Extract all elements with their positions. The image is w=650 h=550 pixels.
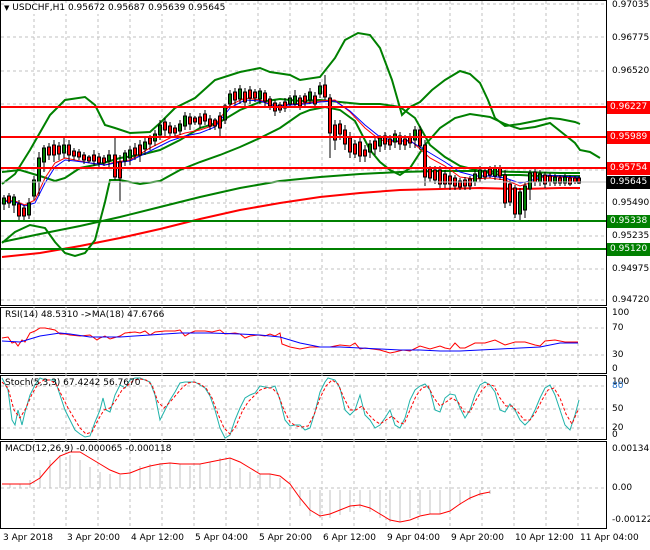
time-axis-label: 3 Apr 20:00 <box>67 533 120 543</box>
symbol-header: ▼ USDCHF,H1 0.95672 0.95687 0.95639 0.95… <box>4 3 228 14</box>
time-axis-label: 11 Apr 04:00 <box>580 533 639 543</box>
rsi-ma-line <box>1 332 578 352</box>
macd-axis-label: 0.00 <box>612 483 633 493</box>
stoch-main-line <box>1 377 580 439</box>
price-axis-label: 0.96775 <box>612 33 650 43</box>
level-tag-095989: 0.95989 <box>607 131 650 144</box>
macd-title: MACD(12,26,9) -0.000065 -0.000118 <box>5 444 172 454</box>
price-axis-label: 0.96520 <box>612 66 650 76</box>
stoch-axis-label: 50 <box>612 404 624 414</box>
macd-signal-line <box>2 451 491 523</box>
pane-frames <box>0 0 607 529</box>
rsi-axis-label: 30 <box>612 350 624 360</box>
price-levels <box>1 106 606 250</box>
time-axis-label: 10 Apr 12:00 <box>515 533 574 543</box>
rsi-axis-label: 0 <box>612 364 618 374</box>
price-axis-label: 0.95490 <box>612 198 650 208</box>
time-axis-label: 3 Apr 2018 <box>3 533 53 543</box>
stoch-axis-label: 80 <box>612 381 624 391</box>
ma-long-red-line <box>1 186 580 258</box>
bollinger-upper-line <box>1 31 581 185</box>
macd-axis-label: 0.001341 <box>612 444 650 454</box>
time-axis-label: 4 Apr 12:00 <box>131 533 184 543</box>
stoch-signal-line <box>1 378 579 435</box>
stoch-title: Stoch(5,3,3) 67.4242 56.7670 <box>5 378 141 388</box>
level-tag-095338: 0.95338 <box>607 215 650 228</box>
rsi-axis-label: 100 <box>612 308 630 318</box>
stoch-axis-label: 20 <box>612 423 624 433</box>
level-tag-095754: 0.95754 <box>607 162 650 175</box>
symbol-header-text: USDCHF,H1 0.95672 0.95687 0.95639 0.9564… <box>12 3 226 13</box>
rsi-axis-label: 70 <box>612 323 624 333</box>
bollinger-lower-line <box>1 105 601 258</box>
time-axis-label: 6 Apr 12:00 <box>323 533 376 543</box>
price-axis-label: 0.97035 <box>612 0 650 10</box>
time-axis-label: 9 Apr 04:00 <box>387 533 440 543</box>
level-tag-096227: 0.96227 <box>607 101 650 114</box>
triangle-down-icon[interactable]: ▼ <box>4 4 10 12</box>
price-axis-label: 0.94975 <box>612 264 650 274</box>
rsi-title: RSI(14) 48.5310 ->MA(18) 47.6766 <box>5 310 165 320</box>
time-axis-label: 5 Apr 20:00 <box>259 533 312 543</box>
price-axis-label: 0.95235 <box>612 231 650 241</box>
current-price-tag: 0.95645 <box>607 176 650 189</box>
level-tag-095120: 0.95120 <box>607 243 650 256</box>
macd-axis-label: -0.001229 <box>612 515 650 525</box>
time-axis-label: 9 Apr 20:00 <box>451 533 504 543</box>
stoch-axis-label: 100 <box>612 377 630 387</box>
price-axis-label: 0.94720 <box>612 295 650 305</box>
price-candles <box>2 75 581 222</box>
time-axis-label: 5 Apr 04:00 <box>195 533 248 543</box>
stoch-axis-label: 0 <box>612 430 618 440</box>
